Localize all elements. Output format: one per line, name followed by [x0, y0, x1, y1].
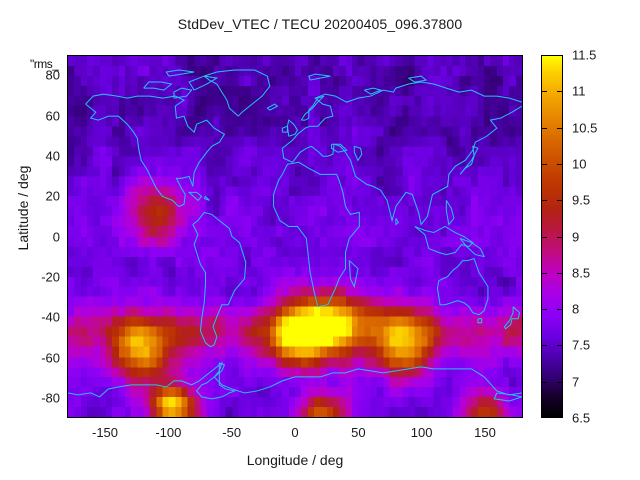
colorbar-tick [542, 309, 547, 311]
colorbar-tick [557, 381, 562, 383]
colorbar-tick [542, 200, 547, 202]
coastline-path [86, 94, 225, 206]
y-tick-label: 60 [45, 108, 60, 123]
coastline-path [174, 88, 192, 98]
y-tick-label: 40 [45, 148, 60, 164]
coastline-path [189, 192, 202, 200]
colorbar-tick-label: 10 [572, 156, 587, 172]
x-tick-label: -100 [155, 425, 182, 440]
coastline-overlay [68, 56, 522, 417]
colorbar-tick [557, 91, 562, 93]
y-tick-label: -20 [41, 269, 60, 285]
plot-key-artifact-text: "rms_ [30, 57, 59, 71]
coastline-path [309, 74, 331, 80]
coastline-path [144, 82, 172, 90]
colorbar-tick [557, 163, 562, 165]
colorbar-tick [557, 236, 562, 238]
y-tick-label: -80 [41, 390, 60, 406]
colorbar-tick [542, 91, 547, 93]
coastline-path [332, 144, 347, 152]
x-axis-tick-labels: -150 -100 -50 0 50 100 150 [0, 425, 640, 445]
coastline-path [193, 212, 246, 346]
coastline-path [349, 261, 358, 287]
coastline-path [494, 393, 522, 401]
colorbar-tick [542, 236, 547, 238]
coastline-path [446, 200, 454, 224]
coastline-path [415, 226, 473, 254]
colorbar-tick [557, 272, 562, 274]
coastline-path [204, 196, 209, 200]
colorbar-tick-label: 8.5 [572, 265, 591, 281]
colorbar-tick-label: 8 [572, 301, 580, 317]
colorbar-tick-label: 11 [572, 83, 586, 99]
coastline-path [460, 146, 478, 174]
coastline-path [478, 319, 482, 323]
coastline-path [274, 162, 360, 306]
coastline-path [166, 70, 194, 76]
coastline-path [282, 106, 522, 224]
x-tick-label: -50 [222, 425, 242, 440]
colorbar-tick-label: 7 [572, 374, 580, 390]
y-axis-tick-labels: 80 60 40 20 0 -20 -40 -60 -80 [26, 0, 60, 480]
coastline-path [396, 218, 399, 224]
colorbar [541, 55, 563, 418]
colorbar-tick [542, 127, 547, 129]
x-tick-label: -150 [91, 425, 119, 440]
colorbar-tick [557, 309, 562, 311]
coastline-path [267, 104, 277, 110]
chart-title: StdDev_VTEC / TECU 20200405_096.37800 [177, 16, 463, 32]
coastline-path [437, 259, 487, 315]
y-tick-label: -40 [41, 309, 60, 325]
vtec-heatmap-canvas [68, 56, 522, 417]
colorbar-tick [542, 272, 547, 274]
coastline-path [204, 70, 270, 116]
colorbar-tick-label: 10.5 [572, 120, 598, 136]
coastline-path [68, 363, 522, 397]
x-tick-label: 0 [291, 425, 299, 440]
colorbar-tick [542, 345, 547, 347]
colorbar-tick-label: 11.5 [572, 47, 597, 63]
colorbar-tick-label: 6.5 [572, 410, 591, 426]
colorbar-tick [557, 127, 562, 129]
coastline-path [409, 76, 427, 82]
coastline-path [197, 363, 235, 399]
y-tick-label: 20 [45, 188, 60, 204]
coastline-path [287, 120, 297, 136]
coastline-path [504, 307, 519, 329]
colorbar-tick-label: 9.5 [572, 192, 591, 208]
coastline-path [282, 82, 522, 148]
y-tick-label: 80 [45, 67, 60, 83]
coastline-path [354, 146, 362, 160]
colorbar-tick-label: 7.5 [572, 337, 591, 353]
coastline-path [364, 88, 380, 94]
colorbar-tick [542, 381, 547, 383]
colorbar-tick-label: 9 [572, 229, 580, 244]
x-tick-label: 150 [474, 425, 496, 440]
y-tick-label: 0 [52, 229, 60, 244]
y-tick-label: -60 [41, 350, 60, 365]
coastline-path [460, 238, 484, 256]
heatmap-plot-area [67, 55, 523, 418]
coastline-path [282, 126, 287, 132]
coastline-path [301, 96, 324, 120]
x-axis-title: Longitude / deg [246, 452, 344, 468]
x-tick-label: 50 [351, 425, 366, 440]
x-tick-label: 100 [410, 425, 433, 440]
colorbar-tick [557, 200, 562, 202]
coastline-path [189, 76, 217, 90]
colorbar-tick [557, 345, 562, 347]
colorbar-gradient [542, 56, 562, 417]
colorbar-tick [542, 163, 547, 165]
y-axis-title: Latitude / deg [15, 165, 31, 251]
